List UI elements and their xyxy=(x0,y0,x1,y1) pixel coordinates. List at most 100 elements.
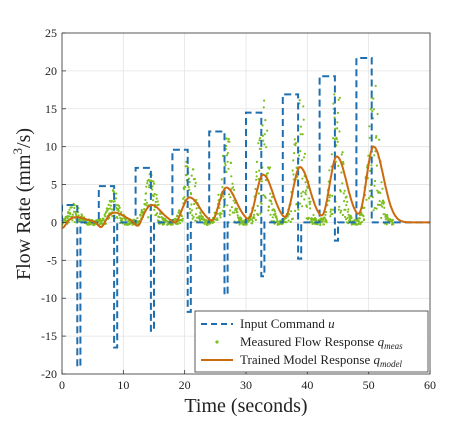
measured-point xyxy=(378,200,381,203)
measured-point xyxy=(374,84,377,87)
measured-point xyxy=(199,212,202,215)
measured-point xyxy=(229,196,232,199)
measured-point xyxy=(113,200,116,203)
measured-point xyxy=(220,212,223,215)
measured-point xyxy=(300,159,303,162)
measured-point xyxy=(306,186,309,189)
measured-point xyxy=(261,124,264,127)
model-line xyxy=(62,145,430,229)
measured-point xyxy=(154,200,157,204)
measured-point xyxy=(224,162,227,165)
measured-point xyxy=(179,222,182,225)
measured-point xyxy=(264,119,267,122)
measured-point xyxy=(376,189,379,192)
measured-point xyxy=(349,219,352,222)
measured-point xyxy=(191,217,194,220)
trained-model-series xyxy=(62,145,430,229)
measured-point xyxy=(206,223,209,226)
measured-point xyxy=(194,213,198,216)
measured-point xyxy=(347,213,350,216)
input-command-line xyxy=(62,57,430,368)
measured-point xyxy=(383,206,386,209)
measured-point xyxy=(261,134,264,137)
measured-point xyxy=(340,153,343,156)
measured-point xyxy=(144,192,148,195)
measured-point xyxy=(301,177,304,180)
measured-point xyxy=(228,193,231,196)
measured-point xyxy=(344,208,347,211)
measured-point xyxy=(270,202,273,205)
measured-point xyxy=(104,215,107,218)
measured-point xyxy=(236,207,239,210)
measured-point xyxy=(266,129,269,132)
measured-point xyxy=(232,186,235,189)
measured-point xyxy=(309,207,312,210)
measured-point xyxy=(368,189,371,193)
measured-point xyxy=(115,192,118,195)
measured-point xyxy=(267,205,271,208)
measured-point xyxy=(68,215,71,218)
measured-point xyxy=(188,188,191,191)
measured-point xyxy=(350,216,353,220)
measured-point xyxy=(259,212,262,215)
measured-point xyxy=(251,220,254,223)
measured-point xyxy=(229,161,233,164)
legend: Input Command u Measured Flow Response q… xyxy=(194,310,429,373)
measured-point xyxy=(238,223,241,226)
measured-point xyxy=(204,221,207,224)
measured-point xyxy=(263,133,266,136)
measured-point xyxy=(203,222,206,225)
measured-point xyxy=(328,199,331,202)
measured-point xyxy=(329,208,332,211)
measured-point xyxy=(182,197,185,200)
measured-point xyxy=(346,200,349,203)
legend-model-label: Trained Model Response qmodel xyxy=(240,352,402,369)
measured-point xyxy=(218,214,221,217)
measured-point xyxy=(321,220,324,223)
measured-point xyxy=(109,204,112,207)
measured-point xyxy=(73,221,76,224)
measured-point xyxy=(346,217,349,220)
measured-point xyxy=(226,160,229,163)
measured-point xyxy=(308,203,311,206)
measured-point xyxy=(189,211,192,214)
measured-point xyxy=(337,98,340,101)
measured-point xyxy=(341,213,344,217)
measured-point xyxy=(303,152,306,155)
measured-point xyxy=(340,171,343,174)
measured-point xyxy=(343,200,346,203)
measured-point xyxy=(216,218,219,222)
measured-point xyxy=(337,164,340,167)
measured-point xyxy=(274,212,277,215)
measured-point xyxy=(114,197,118,200)
measured-point xyxy=(363,206,366,209)
measured-point xyxy=(252,213,256,216)
measured-point xyxy=(256,213,260,217)
measured-point xyxy=(334,127,337,130)
measured-point xyxy=(216,217,219,220)
measured-point xyxy=(113,191,116,194)
measured-point xyxy=(336,140,339,143)
measured-point xyxy=(110,199,113,202)
measured-point xyxy=(271,196,274,199)
measured-point xyxy=(384,215,387,218)
measured-point xyxy=(345,195,348,198)
legend-measured-label: Measured Flow Response qmeas xyxy=(240,334,403,351)
measured-point xyxy=(300,195,303,198)
measured-point xyxy=(64,217,67,221)
measured-point xyxy=(190,174,193,177)
measured-point xyxy=(116,217,119,220)
measured-point xyxy=(255,170,258,174)
measured-point xyxy=(221,209,224,212)
measured-point xyxy=(302,105,305,108)
measured-point xyxy=(269,213,272,216)
measured-point xyxy=(192,168,195,171)
measured-point xyxy=(299,133,302,136)
measured-point xyxy=(147,178,150,181)
measured-point xyxy=(360,220,363,224)
y-tick-label: 20 xyxy=(45,64,57,78)
measured-point xyxy=(335,138,338,141)
y-tick-label: -20 xyxy=(41,367,57,381)
measured-point xyxy=(333,116,336,119)
